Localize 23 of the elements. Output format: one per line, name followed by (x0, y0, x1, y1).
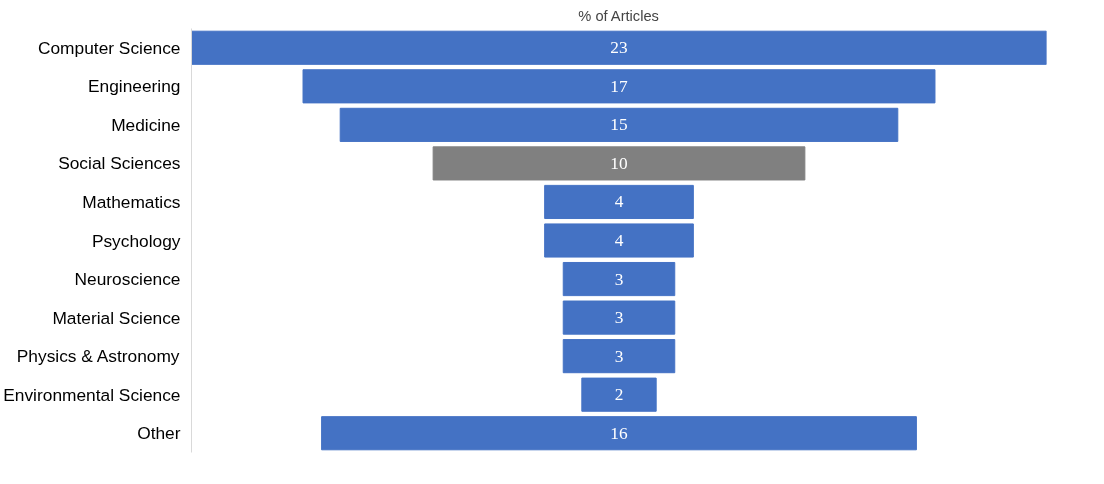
category-label: Material Science (52, 307, 181, 328)
text: % of Articles (578, 7, 659, 24)
data-label: 16 (610, 423, 628, 443)
category-label: Psychology (91, 230, 181, 251)
data-label: 3 (614, 269, 624, 289)
category-label: Social Sciences (58, 153, 181, 174)
category-label: Engineering (88, 76, 181, 97)
category-label: Mathematics (82, 191, 181, 212)
category-label: Other (137, 423, 181, 444)
data-label: 3 (614, 308, 624, 328)
data-label: 4 (614, 192, 624, 212)
category-label: Physics & Astronomy (16, 346, 180, 367)
category-label: Medicine (111, 114, 181, 135)
data-label: 10 (610, 153, 628, 173)
data-label: 23 (610, 38, 628, 58)
data-label: 17 (610, 76, 628, 96)
data-label: 4 (614, 231, 624, 250)
category-label: Environmental Science (3, 384, 181, 405)
data-label: 2 (614, 385, 624, 405)
category-label: Neuroscience (74, 269, 181, 290)
data-label: 15 (610, 115, 628, 135)
category-label: Computer Science (37, 37, 181, 58)
data-label: 3 (614, 346, 624, 366)
